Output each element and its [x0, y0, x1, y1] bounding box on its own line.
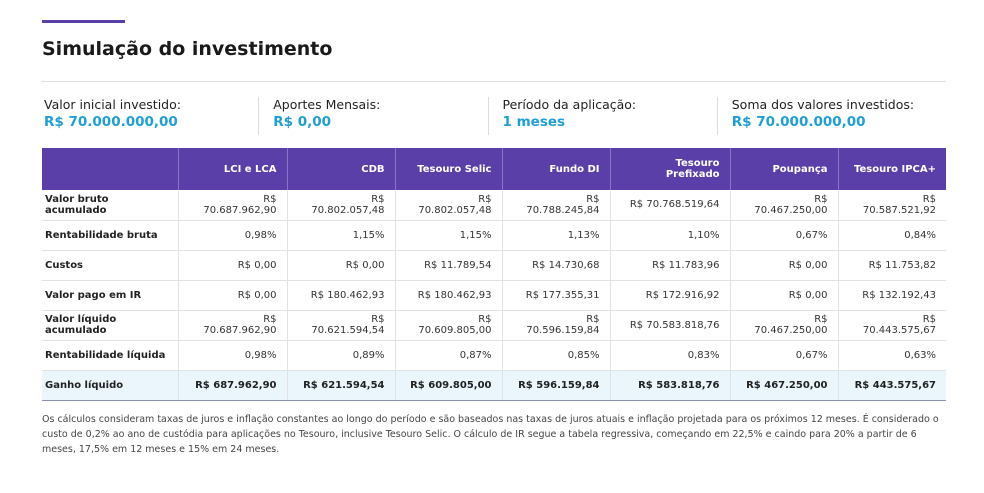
table-cell: R$ 0,00 — [286, 250, 395, 281]
row-label: Custos — [42, 250, 178, 281]
table-cell: R$ 70.583.818,76 — [609, 310, 730, 341]
column-header: LCI e LCA — [177, 148, 287, 190]
row-label: Rentabilidade bruta — [42, 220, 178, 251]
summary-initial-value: Valor inicial investido: R$ 70.000.000,00 — [42, 97, 258, 135]
table-cell: R$ 0,00 — [729, 250, 838, 281]
table-row: Valor bruto acumulado R$ 70.687.962,90 R$ … — [42, 190, 946, 221]
table-cell: 0,67% — [729, 220, 838, 251]
table-cell: R$ 687.962,90 — [177, 370, 287, 401]
table-cell: R$ 70.609.805,00 — [394, 310, 502, 341]
table-cell: 0,67% — [729, 340, 838, 371]
summary-value: R$ 70.000.000,00 — [731, 114, 866, 130]
table-cell: R$ 70.467.250,00 — [729, 310, 838, 341]
table-cell: R$ 70.587.521,92 — [837, 190, 946, 221]
summary-period: Período da aplicação: 1 meses — [487, 97, 717, 135]
table-cell: R$ 11.783,96 — [609, 250, 730, 281]
table-cell: R$ 596.159,84 — [501, 370, 610, 401]
table-cell: 1,13% — [501, 220, 610, 251]
table-cell: 0,87% — [394, 340, 502, 371]
table-cell: 1,15% — [394, 220, 502, 251]
table-cell: R$ 467.250,00 — [729, 370, 838, 401]
table-cell: R$ 0,00 — [177, 250, 287, 281]
table-cell: R$ 70.802.057,48 — [394, 190, 502, 221]
column-header: Poupança — [729, 148, 838, 190]
summary-total-invested: Soma dos valores investidos: R$ 70.000.00… — [716, 97, 946, 135]
summary-label: Período da aplicação: — [502, 97, 637, 112]
table-row: Rentabilidade bruta 0,98% 1,15% 1,15% 1,13% 1… — [42, 220, 946, 251]
row-label: Valor pago em IR — [42, 280, 178, 311]
table-row: Valor líquido acumulado R$ 70.687.962,90 R… — [42, 310, 946, 341]
divider — [42, 81, 946, 82]
summary-bar: Valor inicial investido: R$ 70.000.000,00… — [42, 97, 946, 135]
summary-label: Valor inicial investido: — [44, 97, 181, 112]
table-cell: 0,84% — [837, 220, 946, 251]
table-cell: 0,83% — [609, 340, 730, 371]
table-cell: R$ 70.467.250,00 — [729, 190, 838, 221]
table-row: Custos R$ 0,00 R$ 0,00 R$ 11.789,54 R$ 14.73… — [42, 250, 946, 281]
table-cell: R$ 621.594,54 — [286, 370, 395, 401]
table-cell: R$ 70.596.159,84 — [501, 310, 610, 341]
row-label: Valor líquido acumulado — [42, 310, 178, 341]
table-cell: R$ 70.621.594,54 — [286, 310, 395, 341]
table-cell: R$ 70.768.519,64 — [609, 190, 730, 221]
column-header — [42, 148, 178, 190]
title-accent-bar — [42, 20, 125, 23]
table-cell: R$ 70.687.962,90 — [177, 190, 287, 221]
page-title: Simulação do investimento — [42, 38, 333, 60]
table-cell: R$ 70.788.245,84 — [501, 190, 610, 221]
row-label: Ganho líquido — [42, 370, 178, 401]
table-cell: R$ 11.753,82 — [837, 250, 946, 281]
column-header: Fundo DI — [501, 148, 610, 190]
disclaimer-note: Os cálculos consideram taxas de juros e … — [42, 414, 939, 455]
table-cell: R$ 583.818,76 — [609, 370, 730, 401]
table-cell: R$ 70.443.575,67 — [837, 310, 946, 341]
summary-label: Aportes Mensais: — [273, 97, 381, 112]
column-header: Tesouro Prefixado — [609, 148, 730, 190]
table-cell: R$ 70.687.962,90 — [177, 310, 287, 341]
table-cell: 0,98% — [177, 220, 287, 251]
table-cell: R$ 132.192,43 — [837, 280, 946, 311]
column-header: Tesouro IPCA+ — [837, 148, 946, 190]
table-cell: 0,98% — [177, 340, 287, 371]
summary-label: Soma dos valores investidos: — [731, 97, 915, 112]
summary-value: R$ 70.000.000,00 — [44, 114, 178, 130]
table-cell: R$ 70.802.057,48 — [286, 190, 395, 221]
row-label: Valor bruto acumulado — [42, 190, 178, 221]
column-header: CDB — [286, 148, 395, 190]
table-cell: R$ 609.805,00 — [394, 370, 502, 401]
table-cell: R$ 172.916,92 — [609, 280, 730, 311]
row-label: Rentabilidade líquida — [42, 340, 178, 371]
column-header: Tesouro Selic — [394, 148, 502, 190]
table-cell: R$ 180.462,93 — [286, 280, 395, 311]
table-cell: 0,85% — [501, 340, 610, 371]
table-cell: R$ 180.462,93 — [394, 280, 502, 311]
table-cell: R$ 14.730,68 — [501, 250, 610, 281]
table-cell: 1,10% — [609, 220, 730, 251]
table-cell: 1,15% — [286, 220, 395, 251]
table-row: Valor pago em IR R$ 0,00 R$ 180.462,93 R$ 1… — [42, 280, 946, 311]
table-cell: R$ 443.575,67 — [837, 370, 946, 401]
summary-value: R$ 0,00 — [273, 114, 332, 130]
table-cell: 0,63% — [837, 340, 946, 371]
comparison-table: LCI e LCA CDB Tesouro Selic Fundo DI Tesouro… — [42, 148, 946, 401]
summary-monthly-contributions: Aportes Mensais: R$ 0,00 — [258, 97, 487, 135]
table-row: Ganho líquido R$ 687.962,90 R$ 621.594,54 R… — [42, 370, 946, 401]
table-cell: R$ 11.789,54 — [394, 250, 502, 281]
table-row: Rentabilidade líquida 0,98% 0,89% 0,87% 0,85… — [42, 340, 946, 371]
table-cell: R$ 0,00 — [177, 280, 287, 311]
table-cell: R$ 0,00 — [729, 280, 838, 311]
summary-value: 1 meses — [502, 114, 566, 130]
table-cell: 0,89% — [286, 340, 395, 371]
table-cell: R$ 177.355,31 — [501, 280, 610, 311]
table-header-row: LCI e LCA CDB Tesouro Selic Fundo DI Tesouro… — [42, 148, 946, 190]
